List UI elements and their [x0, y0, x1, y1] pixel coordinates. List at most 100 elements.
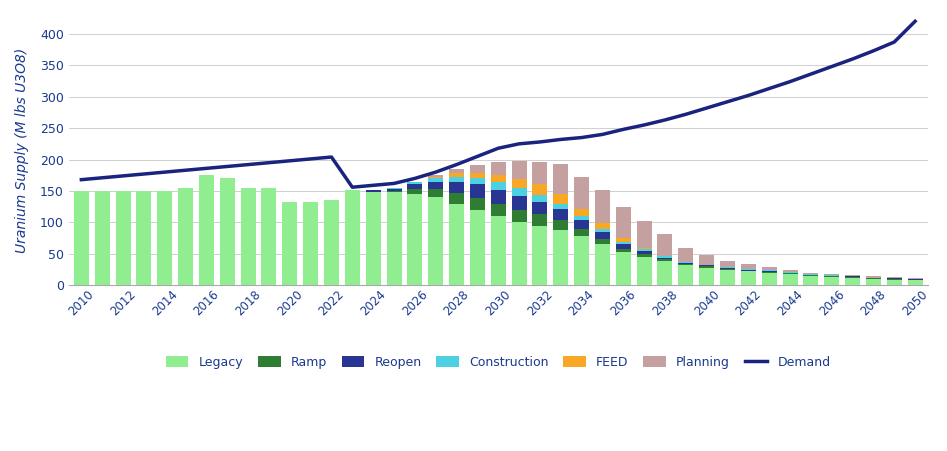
Bar — [116, 191, 131, 285]
Bar — [886, 278, 902, 279]
Bar — [845, 277, 860, 278]
Bar — [595, 232, 610, 239]
Bar — [782, 273, 797, 274]
Bar — [803, 275, 818, 276]
Bar — [678, 262, 693, 264]
Bar — [428, 189, 443, 197]
Bar — [261, 188, 277, 285]
Bar — [386, 192, 402, 285]
Bar — [907, 278, 922, 279]
Bar — [553, 230, 568, 285]
Bar — [470, 165, 485, 173]
Bar — [386, 191, 402, 192]
Bar — [720, 270, 735, 285]
Bar — [741, 270, 756, 271]
Bar — [449, 176, 464, 182]
Bar — [636, 221, 652, 248]
Bar — [741, 272, 756, 285]
Bar — [553, 208, 568, 220]
Bar — [449, 173, 464, 176]
Bar — [428, 197, 443, 285]
Bar — [95, 191, 110, 285]
Bar — [553, 220, 568, 230]
Bar — [532, 214, 547, 226]
Bar — [907, 280, 922, 285]
Bar — [866, 278, 881, 279]
Bar — [220, 179, 235, 285]
Bar — [699, 267, 714, 285]
Bar — [595, 229, 610, 232]
Bar — [428, 179, 443, 182]
Bar — [74, 191, 89, 285]
Bar — [741, 271, 756, 272]
Bar — [491, 190, 506, 203]
Bar — [532, 226, 547, 285]
Bar — [886, 277, 902, 278]
Bar — [511, 196, 527, 210]
Bar — [511, 222, 527, 285]
Bar — [407, 184, 422, 189]
Bar — [699, 255, 714, 264]
Bar — [491, 182, 506, 190]
Bar — [720, 269, 735, 270]
Bar — [574, 220, 589, 229]
Bar — [616, 244, 631, 249]
Bar — [428, 182, 443, 189]
Bar — [741, 264, 756, 269]
Bar — [491, 203, 506, 216]
Bar — [574, 229, 589, 236]
Bar — [428, 175, 443, 177]
Bar — [636, 248, 652, 249]
Bar — [782, 274, 797, 285]
Bar — [532, 162, 547, 184]
Bar — [157, 191, 172, 285]
Bar — [449, 182, 464, 193]
Bar — [824, 275, 839, 276]
Legend: Legacy, Ramp, Reopen, Construction, FEED, Planning, Demand: Legacy, Ramp, Reopen, Construction, FEED… — [161, 351, 835, 374]
Bar — [470, 184, 485, 198]
Bar — [199, 175, 214, 285]
Bar — [366, 192, 381, 285]
Bar — [241, 188, 256, 285]
Bar — [136, 191, 152, 285]
Bar — [678, 265, 693, 285]
Bar — [657, 259, 672, 262]
Bar — [761, 271, 777, 272]
Bar — [407, 194, 422, 285]
Bar — [324, 200, 339, 285]
Bar — [824, 277, 839, 285]
Bar — [407, 182, 422, 184]
Bar — [886, 280, 902, 285]
Bar — [491, 175, 506, 182]
Bar — [657, 234, 672, 256]
Bar — [178, 188, 193, 285]
Bar — [616, 249, 631, 252]
Bar — [449, 193, 464, 203]
Bar — [657, 262, 672, 285]
Bar — [803, 273, 818, 274]
Bar — [303, 202, 318, 285]
Y-axis label: Uranium Supply (M lbs U3O8): Uranium Supply (M lbs U3O8) — [15, 47, 29, 253]
Bar — [761, 273, 777, 285]
Bar — [407, 189, 422, 194]
Bar — [616, 252, 631, 285]
Bar — [782, 270, 797, 272]
Bar — [491, 162, 506, 175]
Bar — [282, 202, 297, 285]
Bar — [845, 276, 860, 277]
Bar — [636, 249, 652, 251]
Bar — [470, 173, 485, 178]
Bar — [824, 276, 839, 277]
Bar — [574, 236, 589, 285]
Bar — [470, 178, 485, 184]
Bar — [866, 279, 881, 285]
Bar — [803, 276, 818, 285]
Bar — [845, 275, 860, 276]
Bar — [782, 272, 797, 273]
Bar — [886, 279, 902, 280]
Bar — [616, 238, 631, 242]
Bar — [532, 184, 547, 195]
Bar — [470, 198, 485, 210]
Bar — [366, 190, 381, 192]
Bar — [386, 188, 402, 189]
